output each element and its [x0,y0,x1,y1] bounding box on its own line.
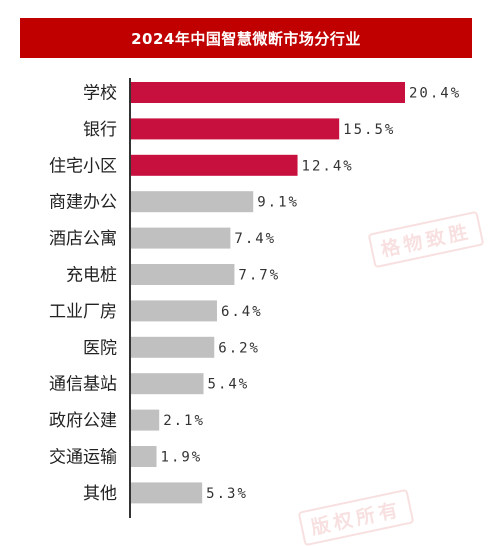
category-label-0: 学校 [83,84,117,104]
category-label-7: 医院 [83,338,117,358]
category-label-9: 政府公建 [49,411,117,431]
value-label-5: 7.7% [238,268,280,284]
value-label-2: 12.4% [302,158,354,174]
bar-1 [131,118,340,140]
value-label-11: 5.3% [206,486,248,502]
category-label-11: 其他 [83,484,117,504]
bar-9 [131,409,160,431]
value-label-7: 6.2% [218,340,260,356]
bar-3 [131,191,254,213]
chart-title: 2024年中国智慧微断市场分行业 [131,29,361,48]
value-label-3: 9.1% [257,195,299,211]
value-label-4: 7.4% [234,231,276,247]
category-label-2: 住宅小区 [49,156,117,176]
bar-6 [131,300,217,322]
chart-title-bar: 2024年中国智慧微断市场分行业 [20,18,472,58]
bar-8 [131,373,204,395]
value-label-10: 1.9% [161,450,203,466]
bar-10 [131,446,157,467]
category-label-1: 银行 [83,120,117,140]
category-label-10: 交通运输 [49,448,117,468]
category-label-6: 工业厂房 [49,302,117,322]
bar-2 [131,154,298,176]
value-label-9: 2.1% [163,413,205,429]
value-label-0: 20.4% [409,86,461,102]
value-label-6: 6.4% [221,304,263,320]
bar-chart: 学校 20.4% 银行 15.5% 住宅小区 12.4% 商建办公 9.1% 酒店公寓 7.4% 充… [49,82,461,504]
category-label-8: 通信基站 [49,375,117,395]
y-axis-line [129,78,131,518]
bar-0 [131,82,405,103]
category-label-4: 酒店公寓 [49,229,117,249]
value-label-1: 15.5% [343,122,395,138]
bar-7 [131,336,215,358]
bar-4 [131,227,231,249]
bar-11 [131,482,203,504]
category-label-3: 商建办公 [49,193,117,213]
value-label-8: 5.4% [208,377,250,393]
bar-5 [131,264,235,285]
category-label-5: 充电桩 [66,266,117,286]
